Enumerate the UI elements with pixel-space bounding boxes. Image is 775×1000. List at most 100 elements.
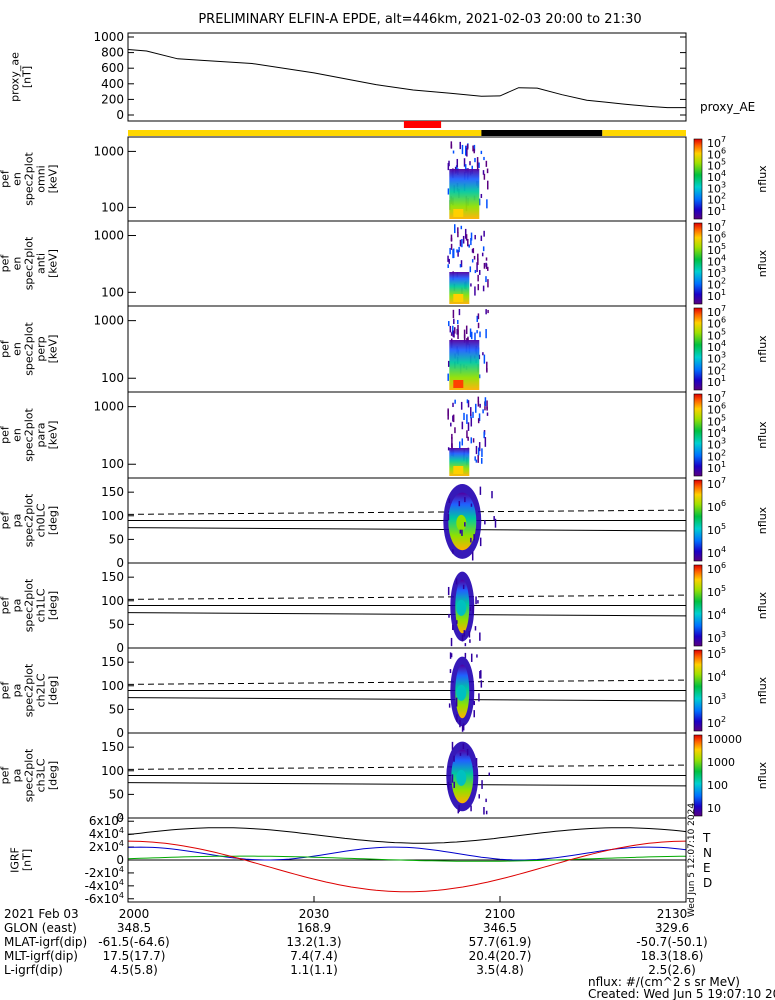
pa-speckle bbox=[461, 529, 463, 536]
ytick-label: 100 bbox=[101, 200, 124, 214]
colorbar-frame bbox=[693, 222, 703, 305]
pa-speckle bbox=[458, 804, 460, 813]
ytick-label: 2x104 bbox=[89, 839, 124, 854]
panel-ela_pef_pa_spec2plot_ch1LC: elapefpaspec2plotch1LC[deg] 150 100 50 0 106 1… bbox=[0, 561, 769, 655]
plot-frame bbox=[127, 817, 687, 903]
row-value: 1.1(1.1) bbox=[290, 963, 338, 977]
spec-speckle bbox=[477, 253, 479, 261]
spec-speckle bbox=[485, 257, 488, 261]
colorbar-label: nflux bbox=[756, 421, 769, 449]
pa-speckle bbox=[451, 741, 454, 750]
ytick-label: 100 bbox=[101, 594, 124, 608]
spec-speckle bbox=[456, 249, 458, 253]
ytick-label: 100 bbox=[101, 509, 124, 523]
colorbar-tick-label: 107 bbox=[707, 304, 726, 319]
colorbar-tick-label: 104 bbox=[707, 169, 726, 184]
pa-speckle bbox=[480, 680, 483, 688]
series-line-igrf-total bbox=[127, 827, 687, 844]
ytick-label: 800 bbox=[101, 46, 124, 60]
spec-speckle bbox=[476, 262, 478, 272]
spec-speckle bbox=[464, 164, 467, 171]
spec-speckle bbox=[452, 415, 454, 422]
colorbar-tick-label: 106 bbox=[707, 316, 726, 331]
pa-speckle bbox=[493, 516, 495, 521]
panel-ela_pef_en_spec2plot_omni: elapefenspec2plotomni[keV]10001001071061… bbox=[0, 135, 769, 222]
colorbar-tick-label: 107 bbox=[707, 219, 726, 234]
spec-speckle bbox=[482, 285, 485, 292]
spec-speckle bbox=[447, 163, 450, 171]
spec-speckle bbox=[470, 331, 473, 340]
ylabel-line: spec2plot bbox=[23, 663, 36, 717]
spec-speckle bbox=[487, 279, 489, 288]
plot-frame bbox=[127, 391, 687, 479]
pa-speckle bbox=[464, 643, 467, 647]
row-label: L-igrf(dip) bbox=[4, 963, 63, 977]
spec-speckle bbox=[486, 367, 488, 373]
pa-speckle bbox=[456, 620, 458, 624]
spec-speckle bbox=[450, 243, 453, 250]
pa-loss-cone bbox=[127, 527, 687, 532]
colorbar-tick-label: 105 bbox=[707, 646, 726, 661]
spec-speckle bbox=[483, 354, 486, 364]
colorbar bbox=[694, 139, 702, 219]
ytick-label: 200 bbox=[101, 92, 124, 106]
pa-loss-cone bbox=[127, 697, 687, 702]
ylabel-line: pef bbox=[0, 766, 12, 785]
pa-speckle bbox=[455, 578, 458, 585]
ylabel-line: [deg] bbox=[47, 761, 60, 790]
ylabel-line: spec2plot bbox=[23, 322, 36, 376]
colorbar-tick-label: 106 bbox=[707, 561, 726, 576]
colorbar-tick-label: 103 bbox=[707, 351, 726, 366]
pa-speckle bbox=[491, 491, 493, 499]
spec-speckle bbox=[487, 309, 489, 314]
pa-speckle bbox=[459, 719, 461, 728]
spec-speckle bbox=[457, 250, 459, 257]
row-value: 3.5(4.8) bbox=[476, 963, 524, 977]
colorbar-tick-label: 103 bbox=[707, 180, 726, 195]
spec-speckle bbox=[463, 158, 466, 167]
ytick-label: 400 bbox=[101, 77, 124, 91]
spec-speckle bbox=[486, 361, 488, 372]
spec-core bbox=[453, 209, 464, 217]
spec-speckle bbox=[470, 283, 472, 287]
science-zone-marker bbox=[403, 121, 442, 128]
ylabel-line: pef bbox=[0, 339, 12, 358]
ylabel-line: en bbox=[11, 172, 24, 186]
pa-speckle bbox=[453, 781, 455, 788]
ylabel-line: [keV] bbox=[47, 165, 60, 194]
colorbar-tick-label: 102 bbox=[707, 715, 726, 730]
ylabel-line: [keV] bbox=[47, 335, 60, 364]
ylabel-line: spec2plot bbox=[23, 408, 36, 462]
spec-speckle bbox=[452, 309, 455, 319]
spec-speckle bbox=[466, 144, 469, 150]
ylabel-line: pa bbox=[11, 684, 24, 698]
spec-speckle bbox=[477, 396, 480, 403]
spec-speckle bbox=[473, 148, 475, 154]
colorbar-tick-label: 105 bbox=[707, 158, 726, 173]
panels: proxy_ae[nT]10008006004002000proxy_AEela… bbox=[0, 30, 769, 917]
colorbar-tick-label: 107 bbox=[707, 390, 726, 405]
pa-speckle bbox=[464, 652, 467, 658]
ylabel-1: elapefenspec2plotomni[keV] bbox=[0, 152, 60, 206]
pa-speckle bbox=[462, 743, 465, 750]
ytick-label: 150 bbox=[101, 655, 124, 669]
ytick-label: 1000 bbox=[93, 144, 124, 158]
pa-anti-loss-cone bbox=[127, 764, 687, 770]
colorbar-tick-label: 104 bbox=[707, 607, 726, 622]
pa-loss-cone bbox=[127, 782, 687, 787]
pa-speckle bbox=[485, 798, 487, 803]
panel-ela_pef_pa_spec2plot_ch0LC: elapefpaspec2plotch0LC[deg] 150 100 50 0 107 1… bbox=[0, 476, 769, 570]
spec-core bbox=[453, 466, 464, 474]
colorbar bbox=[694, 565, 702, 646]
pa-speckle bbox=[459, 752, 462, 756]
pa-speckle bbox=[464, 522, 466, 527]
panel-ela_pef_en_spec2plot_perp: elapefenspec2plotperp[keV]10001001071061… bbox=[0, 304, 769, 393]
spec-speckle bbox=[476, 161, 479, 172]
spec-speckle bbox=[469, 161, 471, 166]
pa-speckle bbox=[479, 486, 482, 495]
spec-speckle bbox=[482, 170, 485, 175]
pa-speckle bbox=[479, 537, 482, 547]
spec-speckle bbox=[480, 150, 483, 155]
colorbar-tick-label: 103 bbox=[707, 630, 726, 645]
